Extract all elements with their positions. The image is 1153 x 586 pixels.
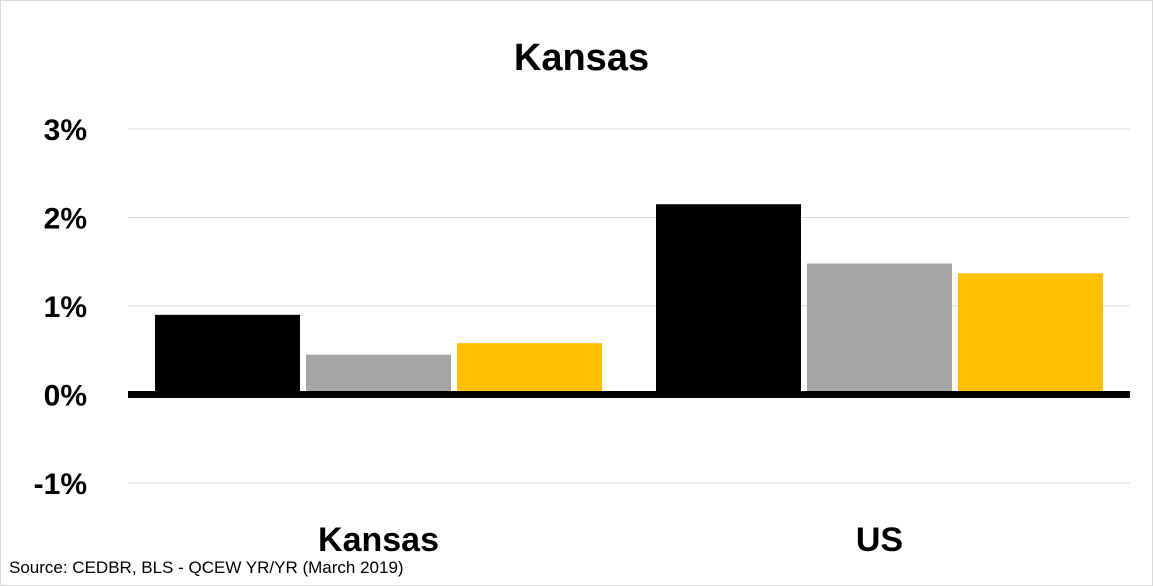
x-tick-label: US (856, 521, 903, 559)
x-axis-ticks: Kansas US (318, 521, 903, 559)
y-tick-label: -1% (34, 468, 87, 501)
bars (155, 204, 1103, 395)
bar (958, 273, 1103, 395)
bar (457, 343, 602, 395)
bar (306, 354, 451, 395)
bar (155, 314, 300, 395)
chart-title: Kansas (513, 37, 650, 79)
source-note: Source: CEDBR, BLS - QCEW YR/YR (March 2… (9, 558, 404, 577)
y-tick-label: 3% (44, 114, 87, 147)
y-axis-ticks: 3% 2% 1% 0% -1% (34, 114, 87, 501)
y-tick-label: 2% (44, 203, 87, 236)
y-tick-label: 0% (44, 380, 87, 413)
bar (807, 263, 952, 395)
y-tick-label: 1% (44, 291, 87, 324)
x-tick-label: Kansas (318, 521, 439, 559)
bar (656, 204, 801, 395)
